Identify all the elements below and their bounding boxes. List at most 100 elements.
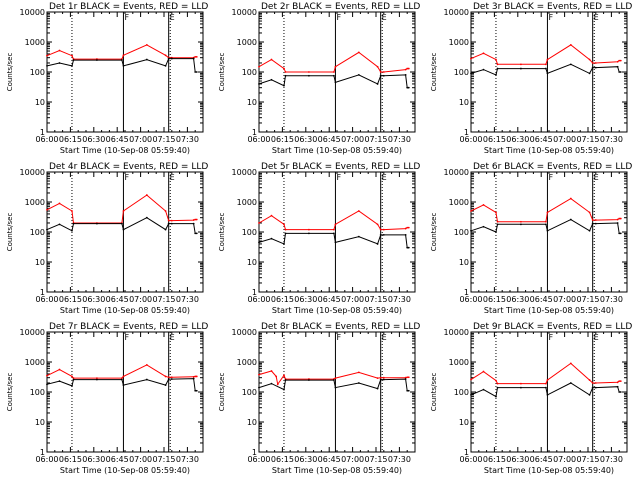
data-point-lld — [270, 214, 273, 217]
data-point-lld — [334, 377, 337, 380]
series-line-lld — [46, 364, 197, 379]
data-point-lld — [194, 375, 197, 378]
data-point-lld — [46, 374, 48, 377]
x-tick-label: 06:30 — [294, 295, 317, 304]
data-point-events — [164, 384, 167, 386]
data-point-lld — [404, 227, 407, 230]
x-tick-label: 06:15 — [59, 295, 82, 304]
data-point-lld — [618, 217, 621, 220]
data-point-events — [284, 74, 287, 77]
data-point-lld — [170, 376, 173, 379]
x-tick-label: 07:30 — [600, 135, 623, 144]
plot-frame — [470, 171, 628, 293]
x-axis-label: Start Time (10-Sep-08 05:59:40) — [484, 306, 614, 315]
data-point-lld — [357, 371, 360, 374]
y-tick-label: 1000 — [237, 198, 257, 207]
data-point-events — [72, 378, 75, 381]
x-tick-label: 06:15 — [483, 135, 506, 144]
y-tick-label: 10000 — [232, 328, 257, 337]
x-tick-label: 06:30 — [294, 135, 317, 144]
data-point-events — [58, 223, 61, 226]
chart-panel-8: Det 8r BLACK = Events, RED = LLD 1 10 100 10… — [218, 322, 420, 475]
series-line-events — [470, 63, 621, 76]
data-point-lld — [482, 52, 485, 55]
x-axis-label: Start Time (10-Sep-08 05:59:40) — [60, 466, 190, 475]
y-tick-label: 10 — [247, 258, 257, 267]
data-point-lld — [470, 57, 472, 60]
y-axis-label: Counts/sec — [218, 373, 226, 412]
data-point-lld — [58, 368, 61, 371]
data-point-lld — [376, 377, 379, 380]
data-point-lld — [379, 71, 382, 73]
x-tick-label: 06:45 — [106, 295, 129, 304]
plot-frame — [258, 11, 416, 133]
x-tick-label: 07:00 — [553, 455, 576, 464]
data-point-events — [407, 389, 410, 392]
y-tick-label: 10000 — [444, 328, 469, 337]
x-tick-label: 06:30 — [506, 455, 529, 464]
data-point-events — [194, 389, 197, 392]
plot-frame — [46, 171, 204, 293]
data-point-lld — [275, 375, 278, 378]
data-point-lld — [192, 375, 195, 378]
data-point-lld — [569, 44, 572, 46]
data-point-lld — [496, 63, 499, 66]
chart-panel-2: Det 2r BLACK = Events, RED = LLD 1 10 100 10… — [218, 2, 420, 155]
data-point-events — [496, 386, 499, 389]
data-point-lld — [382, 376, 385, 379]
x-tick-label: 07:30 — [600, 455, 623, 464]
x-tick-label: 06:00 — [247, 295, 270, 304]
data-point-events — [495, 231, 497, 233]
data-point-events — [46, 64, 48, 67]
series-line-lld — [470, 44, 621, 65]
data-point-lld — [588, 379, 591, 381]
chart-panel-9: Det 9r BLACK = Events, RED = LLD 1 10 100 10… — [430, 322, 632, 475]
data-point-events — [404, 234, 407, 236]
data-point-events — [145, 216, 148, 219]
data-point-events — [618, 391, 621, 393]
y-tick-label: 1 — [464, 448, 469, 457]
x-tick-label: 07:00 — [553, 295, 576, 304]
data-point-lld — [406, 67, 409, 70]
data-point-events — [404, 378, 407, 380]
y-tick-label: 10000 — [444, 168, 469, 177]
y-tick-label: 1 — [40, 288, 45, 297]
data-point-events — [496, 67, 499, 70]
series-line-lld — [46, 44, 197, 60]
data-point-events — [520, 223, 522, 226]
x-tick-label: 06:45 — [106, 455, 129, 464]
data-point-events — [406, 86, 409, 89]
y-tick-label: 1000 — [237, 358, 257, 367]
marker-label: E — [594, 333, 599, 342]
x-tick-label: 07:30 — [176, 455, 199, 464]
x-tick-label: 06:15 — [59, 135, 82, 144]
data-point-lld — [96, 377, 98, 380]
data-point-events — [167, 222, 170, 225]
data-point-events — [470, 72, 472, 75]
data-point-lld — [619, 380, 622, 383]
data-point-lld — [258, 373, 260, 376]
data-point-lld — [72, 377, 75, 380]
y-tick-label: 100 — [30, 388, 45, 397]
series-line-lld — [46, 194, 197, 224]
plot-frame — [470, 331, 628, 453]
data-point-lld — [520, 63, 522, 66]
data-point-events — [569, 382, 572, 384]
data-point-events — [546, 394, 549, 396]
x-tick-label: 06:30 — [294, 455, 317, 464]
data-point-events — [72, 222, 75, 225]
y-tick-label: 100 — [454, 228, 469, 237]
data-point-events — [569, 218, 572, 221]
x-tick-label: 07:30 — [388, 455, 411, 464]
y-axis-label: Counts/sec — [6, 373, 14, 412]
data-point-lld — [619, 217, 622, 220]
data-point-events — [379, 234, 382, 236]
data-point-lld — [616, 218, 619, 221]
x-tick-label: 06:15 — [483, 295, 506, 304]
data-point-lld — [588, 58, 591, 61]
x-axis-label: Start Time (10-Sep-08 05:59:40) — [484, 466, 614, 475]
data-point-events — [120, 59, 123, 61]
chart-panel-1: Det 1r BLACK = Events, RED = LLD 1 10 100 10… — [6, 2, 208, 155]
data-point-lld — [544, 382, 547, 385]
